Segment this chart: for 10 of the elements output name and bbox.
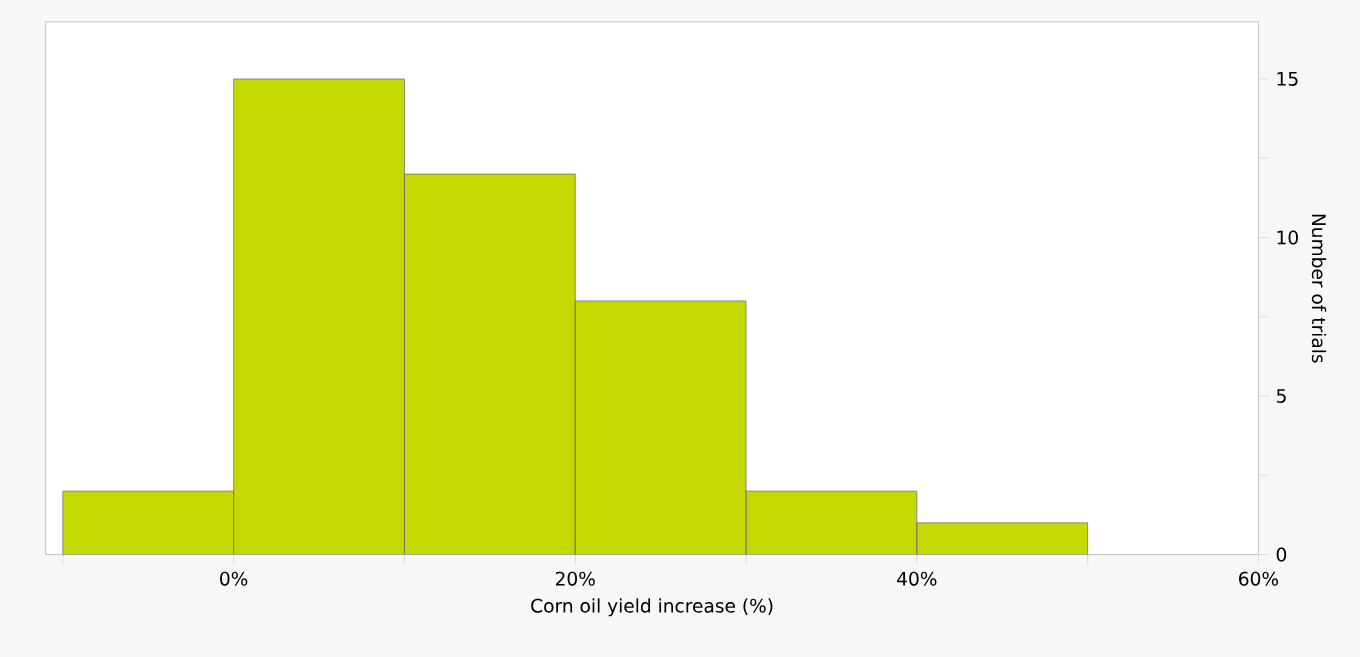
x-tick-label: 0% [220,571,248,586]
y-tick-label: 10 [1277,230,1298,245]
y-axis-title: Number of trials [1311,214,1327,363]
x-axis-title: Corn oil yield increase (%) [531,598,773,617]
x-tick-label: 60% [1239,571,1279,586]
y-tick-label: 15 [1277,71,1298,86]
y-tick-label: 5 [1276,389,1286,403]
y-tick-label: 0 [1276,547,1287,562]
x-tick-label: 40% [897,571,937,586]
x-tick-label: 20% [555,571,595,586]
